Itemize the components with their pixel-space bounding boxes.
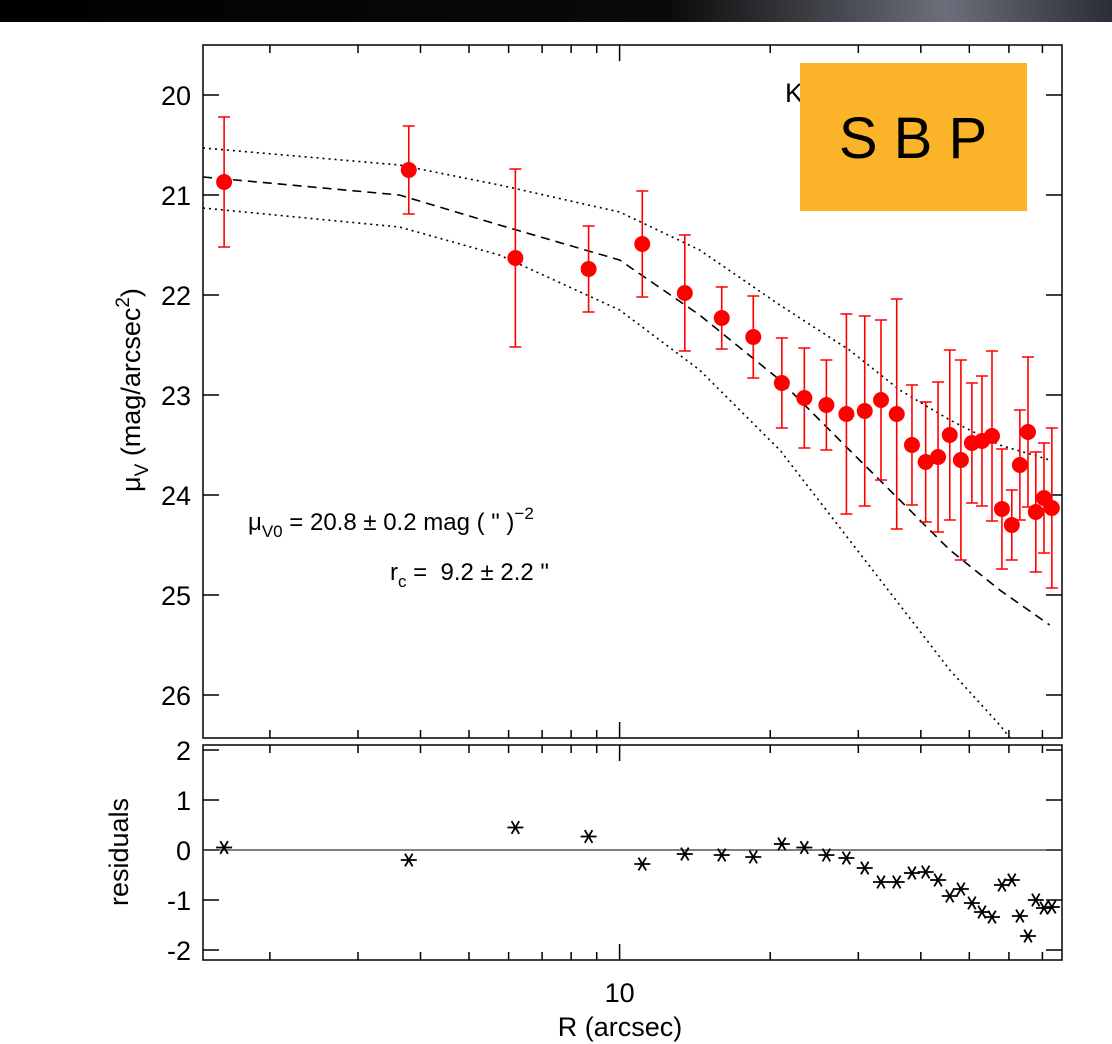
plot-layer: 20 21 22 23 24 25 26 -2 -1 0 1 2 10 [161, 45, 1062, 1008]
residual-point [796, 840, 813, 855]
residual-point [856, 861, 873, 875]
y-tick-label: 0 [176, 836, 191, 866]
residual-point [1027, 893, 1044, 907]
label-sup: 2 [113, 297, 134, 308]
residual-point [917, 865, 934, 879]
annotation: rc = 9.2 ± 2.2 " [390, 559, 549, 591]
annotation-sup: −2 [514, 504, 533, 523]
data-point [580, 261, 597, 277]
residual-point [952, 882, 969, 896]
y-tick-label: 22 [161, 281, 191, 311]
residual-point [745, 850, 762, 864]
y-tick-label: -1 [167, 886, 191, 916]
residual-point [580, 829, 597, 844]
data-point [796, 390, 813, 406]
model-curve [203, 207, 1011, 738]
residual-point [1011, 909, 1028, 923]
residual-point [713, 848, 730, 862]
y-tick-label: -2 [167, 936, 191, 966]
residual-point [400, 853, 417, 867]
data-point [507, 250, 524, 266]
residual-point [963, 896, 980, 910]
residual-point [888, 875, 905, 889]
model-curve [203, 176, 1051, 626]
annotation-part: = 9.2 ± 2.2 " [407, 559, 549, 586]
residual-point [773, 837, 790, 851]
annotation-sub: c [398, 572, 407, 591]
residual-point [838, 851, 855, 865]
data-point [634, 236, 651, 252]
y-tick-label: 26 [161, 681, 191, 711]
annotation: μV0 = 20.8 ± 0.2 mag ( " )−2 [248, 504, 534, 541]
y-tick-label: 2 [176, 736, 191, 766]
residual-axis-label: residuals [104, 798, 134, 906]
data-point [838, 406, 855, 422]
y-tick-label: 25 [161, 581, 191, 611]
background-image-strip [0, 0, 1112, 22]
data-point [856, 403, 873, 419]
model-curve [203, 147, 1050, 461]
residual-point [930, 873, 947, 887]
label-sub: V [132, 463, 153, 476]
data-point [872, 392, 889, 408]
annotation-part: μ [248, 509, 262, 536]
x-tick-label: 10 [605, 978, 635, 1008]
data-point [952, 452, 969, 468]
data-point [400, 162, 417, 178]
label-part: ) [116, 288, 146, 297]
data-point [216, 174, 233, 190]
residual-frame [202, 744, 1063, 961]
data-point [1019, 424, 1036, 440]
data-point [745, 329, 762, 345]
y-tick-label: 20 [161, 81, 191, 111]
x-axis-label: R (arcsec) [558, 1012, 683, 1042]
residual-point [903, 866, 920, 880]
residual-point [634, 857, 651, 871]
residual-point [983, 910, 1000, 924]
residual-point [818, 848, 835, 862]
data-point [713, 310, 730, 326]
residual-point [1019, 929, 1036, 943]
y-tick-label: 24 [161, 481, 191, 511]
residual-point [1035, 901, 1052, 915]
data-point [983, 428, 1000, 444]
data-point [773, 375, 790, 391]
data-point [1043, 500, 1060, 516]
residual-point [216, 840, 233, 855]
badge-box [800, 63, 1027, 211]
residual-point [872, 875, 889, 889]
annotation-part: r [390, 559, 398, 586]
data-point [818, 397, 835, 413]
residual-point [1003, 873, 1020, 887]
data-point [676, 285, 693, 301]
data-point [888, 406, 905, 422]
y-tick-label: 1 [176, 786, 191, 816]
annotation-sub: V0 [262, 522, 283, 541]
label-part: μ [116, 476, 146, 492]
annotation-part: = 20.8 ± 0.2 mag ( " ) [283, 509, 515, 536]
data-point [1011, 457, 1028, 473]
data-point [917, 454, 934, 470]
data-point [930, 449, 947, 465]
data-point [1003, 517, 1020, 533]
y-tick-label: 23 [161, 381, 191, 411]
data-point [1027, 504, 1044, 520]
data-point [941, 427, 958, 443]
badge-text: S B P [839, 106, 987, 171]
label-part: (mag/arcsec [116, 308, 146, 464]
residual-point [676, 847, 693, 861]
data-point [993, 501, 1010, 517]
main-frame [202, 44, 1063, 739]
y-tick-label: 21 [161, 181, 191, 211]
residual-point [941, 889, 958, 903]
data-point [903, 437, 920, 453]
residual-point [1043, 900, 1060, 914]
residual-point [507, 820, 524, 835]
y-axis-label: μV (mag/arcsec2) [113, 288, 153, 492]
